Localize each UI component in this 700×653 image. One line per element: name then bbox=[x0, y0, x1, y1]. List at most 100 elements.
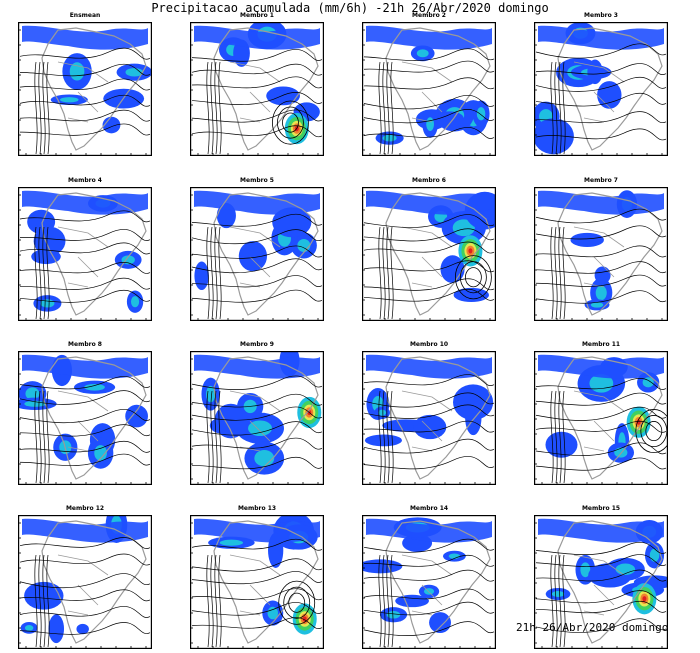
panel-label: Ensmean bbox=[69, 12, 101, 19]
pressure-contour bbox=[191, 421, 323, 436]
precip-area bbox=[48, 614, 65, 644]
low-pressure-contour bbox=[278, 580, 316, 625]
pressure-contour bbox=[535, 420, 667, 433]
pressure-contour bbox=[386, 390, 390, 484]
pressure-contour bbox=[386, 61, 390, 155]
precip-band bbox=[22, 518, 148, 543]
precipitation-map bbox=[190, 187, 324, 321]
pressure-contour bbox=[363, 127, 495, 139]
pressure-contour bbox=[535, 76, 667, 92]
pressure-contour bbox=[558, 226, 562, 320]
panel-label: Membro 15 bbox=[581, 505, 621, 512]
precip-area bbox=[33, 226, 66, 256]
pressure-contour bbox=[363, 420, 495, 433]
pressure-contour bbox=[535, 569, 667, 582]
pressure-contour bbox=[19, 262, 151, 274]
precip-area bbox=[597, 81, 622, 109]
precip-area bbox=[534, 118, 574, 155]
map-panel: Membro 9 bbox=[190, 341, 324, 489]
map-panel: Membro 2 bbox=[362, 12, 496, 160]
low-pressure-contour bbox=[459, 261, 487, 294]
precipitation-map bbox=[362, 515, 496, 649]
panel-label: Membro 1 bbox=[240, 12, 274, 19]
pressure-contour bbox=[191, 393, 323, 408]
precip-area bbox=[378, 409, 387, 416]
precip-area bbox=[297, 239, 311, 252]
pressure-contour bbox=[550, 390, 554, 484]
pressure-contour bbox=[390, 226, 394, 320]
pressure-contour bbox=[19, 606, 151, 618]
map-panel: Membro 3 bbox=[534, 12, 668, 160]
pressure-contour bbox=[191, 49, 323, 62]
panel-label: Membro 13 bbox=[237, 505, 277, 512]
pressure-contour bbox=[390, 554, 394, 648]
pressure-contour bbox=[191, 375, 323, 390]
precip-area bbox=[59, 97, 79, 103]
precip-band bbox=[366, 354, 492, 379]
pressure-contour bbox=[191, 617, 323, 630]
precip-band bbox=[366, 25, 492, 50]
pressure-contour bbox=[218, 554, 222, 648]
precip-area bbox=[125, 67, 144, 77]
precip-area bbox=[194, 261, 209, 291]
pressure-contour bbox=[191, 109, 323, 123]
pressure-contour bbox=[382, 61, 386, 155]
precip-band bbox=[366, 518, 492, 543]
precip-area bbox=[413, 414, 447, 440]
precipitation-map bbox=[190, 22, 324, 156]
pressure-contour bbox=[19, 537, 151, 549]
country-border bbox=[57, 390, 109, 452]
pressure-contour bbox=[363, 569, 495, 582]
pressure-contour bbox=[19, 109, 151, 122]
pressure-contour bbox=[218, 226, 222, 320]
pressure-contour bbox=[34, 554, 38, 648]
pressure-contour bbox=[378, 226, 382, 320]
pressure-contour bbox=[19, 47, 151, 60]
map-frame bbox=[534, 515, 668, 649]
pressure-contour bbox=[191, 92, 323, 105]
pressure-contour bbox=[19, 390, 151, 405]
pressure-contour bbox=[38, 390, 42, 484]
coastline bbox=[557, 192, 663, 316]
pressure-contour bbox=[38, 61, 42, 155]
precip-core bbox=[642, 596, 647, 602]
precipitation-map bbox=[534, 22, 668, 156]
precip-area bbox=[580, 562, 591, 578]
precip-area bbox=[590, 302, 604, 308]
pressure-contour bbox=[535, 128, 667, 141]
pressure-contour bbox=[191, 275, 323, 288]
coastline bbox=[385, 520, 491, 644]
low-pressure-contour bbox=[283, 586, 311, 619]
map-panel: Membro 7 bbox=[534, 177, 668, 325]
country-border bbox=[229, 554, 281, 616]
pressure-contour bbox=[218, 61, 222, 155]
pressure-contour bbox=[19, 622, 151, 635]
map-frame bbox=[362, 351, 496, 485]
pressure-contour bbox=[363, 601, 495, 616]
pressure-contour bbox=[46, 226, 50, 320]
map-frame bbox=[190, 351, 324, 485]
pressure-contour bbox=[19, 589, 151, 602]
pressure-contour bbox=[19, 123, 151, 136]
pressure-contour bbox=[363, 241, 495, 254]
precip-area bbox=[595, 285, 607, 301]
pressure-contour bbox=[363, 588, 495, 601]
pressure-contour bbox=[34, 61, 38, 155]
coastline bbox=[41, 27, 147, 151]
pressure-contour bbox=[191, 602, 323, 616]
pressure-contour bbox=[191, 538, 323, 551]
pressure-contour bbox=[191, 289, 323, 303]
pressure-contour bbox=[206, 554, 210, 648]
map-frame bbox=[18, 351, 152, 485]
pressure-contour bbox=[210, 226, 214, 320]
pressure-contour bbox=[191, 213, 323, 227]
map-frame bbox=[18, 515, 152, 649]
pressure-contour bbox=[562, 226, 566, 320]
precipitation-map bbox=[534, 351, 668, 485]
country-border bbox=[401, 226, 453, 288]
coastline bbox=[385, 192, 491, 316]
precipitation-map bbox=[190, 351, 324, 485]
pressure-contour bbox=[550, 554, 554, 648]
precip-band bbox=[194, 354, 320, 379]
pressure-contour bbox=[34, 390, 38, 484]
